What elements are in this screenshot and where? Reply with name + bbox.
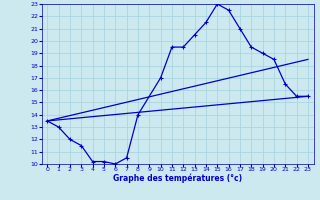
X-axis label: Graphe des températures (°c): Graphe des températures (°c) [113,174,242,183]
